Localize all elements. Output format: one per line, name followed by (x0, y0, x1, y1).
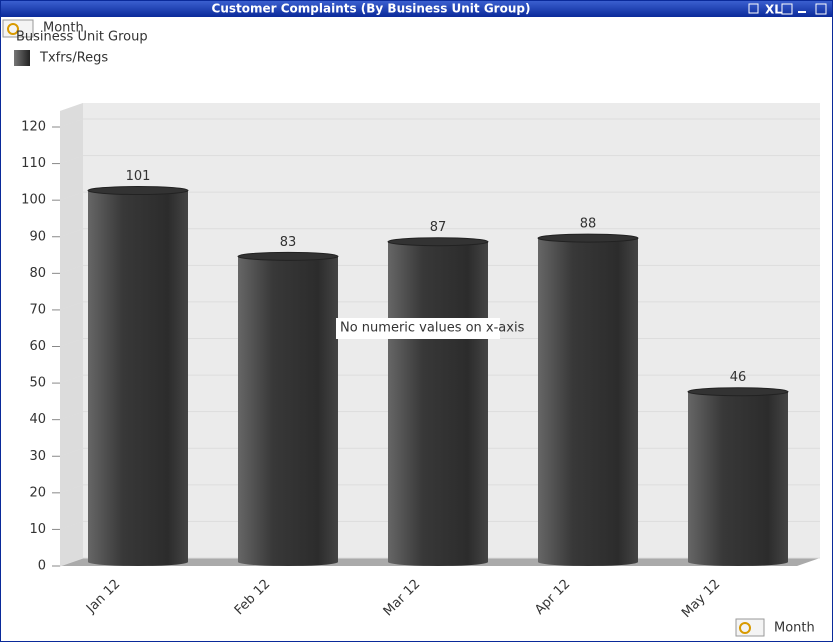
bar (538, 238, 638, 566)
bar-top (387, 237, 489, 247)
y-tick-label: 60 (29, 339, 46, 354)
cycle-icon (739, 622, 751, 634)
bar-top (237, 251, 339, 261)
maximize-button[interactable] (815, 3, 827, 15)
grid-line (59, 118, 820, 128)
minimize-button[interactable] (798, 11, 806, 13)
cycle-icon (7, 23, 19, 35)
y-tick-label: 110 (21, 156, 46, 171)
data-label: 87 (430, 220, 447, 235)
bar (388, 241, 488, 566)
copy-button[interactable] (781, 3, 793, 15)
bar-top (87, 186, 189, 196)
annotation: No numeric values on x-axis (340, 321, 525, 336)
legend-title: Business Unit Group (16, 30, 148, 45)
grid-line (59, 155, 820, 165)
y-tick-label: 10 (29, 522, 46, 537)
dimension-dropdown[interactable]: Month (43, 21, 84, 36)
y-tick-label: 120 (21, 120, 46, 135)
y-tick-label: 0 (38, 559, 46, 574)
print-button[interactable] (748, 3, 759, 14)
data-label: 46 (730, 370, 747, 385)
annotation-box (336, 318, 500, 339)
y-tick-label: 40 (29, 412, 46, 427)
data-label: 101 (126, 169, 151, 184)
bar (88, 190, 188, 566)
y-tick-label: 80 (29, 266, 46, 281)
xl-button[interactable]: XL (765, 3, 782, 17)
data-label: 83 (280, 235, 297, 250)
data-label: 88 (580, 217, 597, 232)
bar (238, 256, 338, 566)
y-tick-label: 70 (29, 302, 46, 317)
bar-top (537, 233, 639, 243)
y-tick-label: 90 (29, 229, 46, 244)
bar-top (687, 387, 789, 397)
y-tick-label: 100 (21, 193, 46, 208)
side-wall (60, 103, 83, 566)
grid-line (59, 191, 820, 201)
legend-swatch (14, 50, 30, 66)
y-tick-label: 20 (29, 485, 46, 500)
y-tick-label: 30 (29, 449, 46, 464)
title-bar (1, 1, 832, 17)
legend-label: Txfrs/Regs (39, 51, 108, 66)
bar (688, 391, 788, 566)
window-title: Customer Complaints (By Business Unit Gr… (212, 2, 531, 16)
y-tick-label: 50 (29, 376, 46, 391)
grid-line (59, 228, 820, 238)
x-axis-label[interactable]: Month (774, 621, 815, 636)
